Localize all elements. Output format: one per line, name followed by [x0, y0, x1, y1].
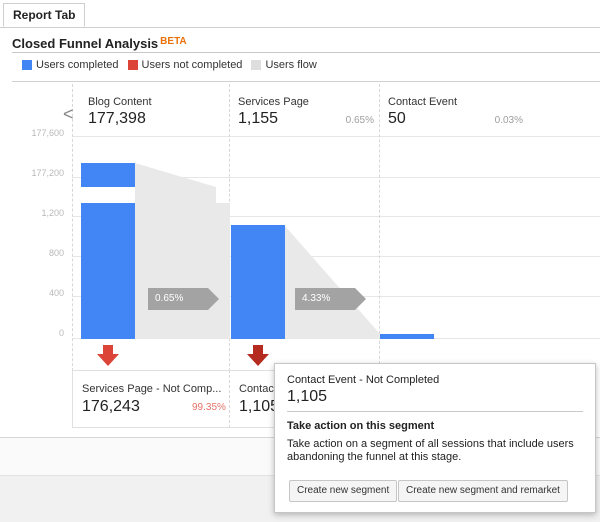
dropoff-value: 1,105: [239, 398, 280, 415]
y-tick-label: 1,200: [41, 208, 64, 218]
gridline: [72, 177, 600, 178]
legend-label-completed: Users completed: [36, 59, 119, 71]
popup-divider: [287, 411, 583, 412]
flow-shape-1: [135, 203, 230, 339]
bar-contact-event[interactable]: [380, 334, 434, 339]
y-tick-label: 177,600: [31, 128, 64, 138]
y-tick-label: 400: [48, 288, 64, 298]
step-pct-services-page: 0.65%: [345, 115, 374, 126]
tab-bar: Report Tab: [0, 0, 600, 28]
y-tick-label: 800: [48, 248, 64, 258]
title-divider: [12, 52, 600, 53]
legend-swatch-completed: [22, 60, 32, 70]
dropoff-name: Services Page - Not Comp...: [82, 383, 222, 395]
beta-badge: BETA: [160, 36, 187, 47]
flow-shape-2: [285, 226, 380, 339]
step-name-blog-content: Blog Content: [88, 96, 152, 108]
tab-report[interactable]: Report Tab: [3, 3, 86, 27]
legend-divider: [12, 81, 600, 82]
bar-blog-content-top[interactable]: [81, 163, 135, 187]
column-divider: [72, 84, 73, 426]
bar-blog-content[interactable]: [81, 203, 135, 339]
legend-item-completed: Users completed: [22, 59, 119, 71]
flow-ribbon-2: 4.33%: [295, 288, 366, 310]
dropoff-value: 176,243: [82, 398, 140, 415]
segment-popup: Contact Event - Not Completed 1,105 Take…: [274, 363, 596, 513]
y-tick-label: 177,200: [31, 168, 64, 178]
create-segment-button[interactable]: Create new segment: [289, 480, 398, 502]
legend: Users completed Users not completed User…: [22, 59, 326, 71]
legend-item-not-completed: Users not completed: [127, 59, 243, 71]
gridline: [72, 136, 600, 137]
step-value-blog-content: 177,398: [88, 110, 146, 127]
step-name-contact-event: Contact Event: [388, 96, 458, 108]
column-divider: [379, 84, 380, 364]
step-value-services-page: 1,155: [238, 110, 279, 127]
popup-value: 1,105: [287, 388, 328, 405]
step-pct-contact-event: 0.03%: [494, 115, 523, 126]
dropoff-box-services-page[interactable]: Services Page - Not Comp... 176,243 99.3…: [72, 370, 230, 428]
arrow-down-icon[interactable]: [97, 345, 119, 367]
gridline: [72, 256, 600, 257]
gridline: [72, 216, 600, 217]
flow-ribbon-1: 0.65%: [148, 288, 219, 310]
page-title-text: Closed Funnel Analysis: [12, 36, 159, 51]
popup-title: Contact Event - Not Completed: [287, 374, 440, 386]
arrow-down-icon[interactable]: [247, 345, 269, 367]
step-name-services-page: Services Page: [238, 96, 309, 108]
legend-item-flow: Users flow: [251, 59, 317, 71]
popup-description: Take action on a segment of all sessions…: [287, 438, 574, 463]
axis-break-icon: <: [63, 104, 74, 124]
create-segment-remarket-button[interactable]: Create new segment and remarket: [398, 480, 568, 502]
legend-label-not-completed: Users not completed: [141, 59, 243, 71]
legend-label-flow: Users flow: [265, 59, 317, 71]
step-value-contact-event: 50: [388, 110, 406, 127]
legend-swatch-flow: [251, 60, 262, 70]
page-title: Closed Funnel Analysis BETA: [12, 36, 187, 51]
popup-heading: Take action on this segment: [287, 420, 435, 432]
dropoff-pct: 99.35%: [192, 402, 226, 413]
flow-shape-upper: [135, 163, 216, 203]
y-tick-label: 0: [58, 328, 64, 338]
bar-services-page[interactable]: [231, 225, 285, 339]
dropoff-name: Contact: [239, 383, 277, 395]
legend-swatch-not-completed: [127, 60, 138, 70]
